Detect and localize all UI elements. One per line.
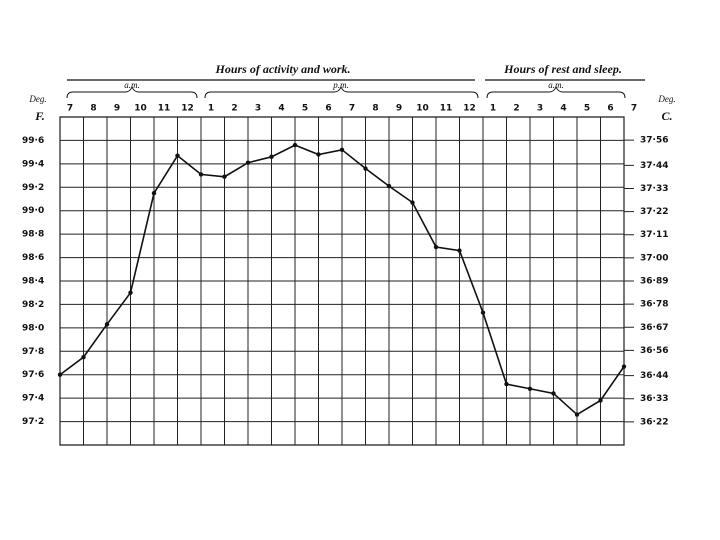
annotation: Hours of activity and work. — [214, 62, 350, 76]
y2-tick-label: 37·22 — [640, 207, 668, 217]
annotation: Deg. — [657, 94, 675, 104]
y2-tick-label: 37·00 — [640, 253, 668, 263]
point — [551, 391, 556, 396]
point — [410, 200, 415, 205]
x-tick-label: 3 — [255, 104, 261, 114]
y-tick-label: 98·0 — [22, 323, 44, 333]
x-tick-label: 2 — [231, 104, 237, 114]
x-tick-label: 9 — [396, 104, 402, 114]
x-tick-label: 8 — [90, 104, 96, 114]
x-tick-label: 9 — [114, 104, 120, 114]
y-tick-label: 97·8 — [22, 347, 44, 357]
y2-tick-label: 36·22 — [640, 417, 668, 427]
brace — [66, 85, 198, 99]
y-tick-label: 99·4 — [22, 159, 44, 169]
y-tick-label: 98·4 — [22, 277, 44, 287]
annotation: Deg. — [28, 94, 46, 104]
point — [527, 386, 533, 391]
point — [504, 381, 509, 387]
y-tick-label: 97·6 — [22, 370, 44, 380]
x-tick-label: 4 — [278, 104, 284, 114]
y-tick-label: 98·6 — [22, 253, 44, 263]
annotation: a.m. — [124, 80, 140, 90]
point — [245, 160, 251, 165]
point — [316, 152, 321, 157]
point — [457, 248, 462, 253]
x-tick-label: 7 — [67, 104, 73, 114]
x-tick-label: 5 — [302, 104, 308, 114]
x-tick-label: 6 — [325, 104, 331, 114]
x-tick-label: 11 — [158, 104, 171, 114]
point — [104, 322, 110, 327]
x-tick-label: 10 — [134, 104, 147, 114]
y2-tick-label: 36·44 — [640, 371, 668, 381]
x-tick-label: 12 — [463, 104, 476, 114]
y2-tick-label: 37·11 — [640, 230, 668, 240]
point — [198, 172, 204, 177]
y2-tick-label: 36·56 — [640, 346, 668, 356]
point — [269, 154, 274, 160]
point — [292, 142, 298, 148]
point — [128, 290, 133, 295]
x-tick-label: 10 — [416, 104, 429, 114]
y-tick-label: 98·8 — [22, 230, 44, 240]
y2-tick-label: 37·44 — [640, 161, 668, 171]
point — [363, 166, 368, 171]
brace — [204, 85, 479, 99]
point — [480, 310, 486, 315]
y2-tick-label: 37·56 — [640, 136, 668, 146]
point — [598, 398, 603, 403]
y2-tick-label: 36·33 — [640, 394, 668, 404]
point — [386, 183, 392, 189]
y-tick-label: 97·4 — [22, 394, 44, 404]
brace — [486, 85, 626, 99]
point — [574, 412, 580, 417]
x-tick-label: 11 — [440, 104, 453, 114]
annotation: p.m. — [332, 80, 349, 90]
y2-tick-label: 36·89 — [640, 277, 668, 287]
x-tick-label: 7 — [349, 104, 355, 114]
annotation: C. — [661, 109, 672, 123]
annotation: F. — [34, 109, 44, 123]
x-tick-label: 12 — [181, 104, 194, 114]
x-tick-label: 7 — [631, 104, 637, 114]
x-tick-label: 5 — [584, 104, 590, 114]
point — [621, 364, 627, 369]
y-tick-label: 97·2 — [22, 417, 44, 427]
point — [57, 372, 63, 377]
point — [433, 244, 439, 250]
x-tick-label: 3 — [537, 104, 543, 114]
x-tick-label: 4 — [560, 104, 566, 114]
point — [222, 174, 227, 179]
x-tick-label: 2 — [513, 104, 519, 114]
y-tick-label: 99·2 — [22, 183, 44, 193]
point — [81, 354, 86, 360]
point — [339, 147, 345, 152]
point — [175, 153, 180, 158]
y-tick-label: 98·2 — [22, 300, 44, 310]
y2-tick-label: 37·33 — [640, 184, 668, 194]
y-tick-label: 99·0 — [22, 206, 44, 216]
point — [151, 190, 157, 196]
annotation: Hours of rest and sleep. — [503, 62, 622, 76]
x-tick-label: 8 — [372, 104, 378, 114]
y2-tick-label: 36·78 — [640, 300, 668, 310]
y2-tick-label: 36·67 — [640, 323, 668, 333]
y-tick-label: 99·6 — [22, 136, 44, 146]
x-tick-label: 6 — [607, 104, 613, 114]
x-tick-label: 1 — [490, 104, 496, 114]
x-tick-label: 1 — [208, 104, 214, 114]
annotation: a.m. — [548, 80, 564, 90]
